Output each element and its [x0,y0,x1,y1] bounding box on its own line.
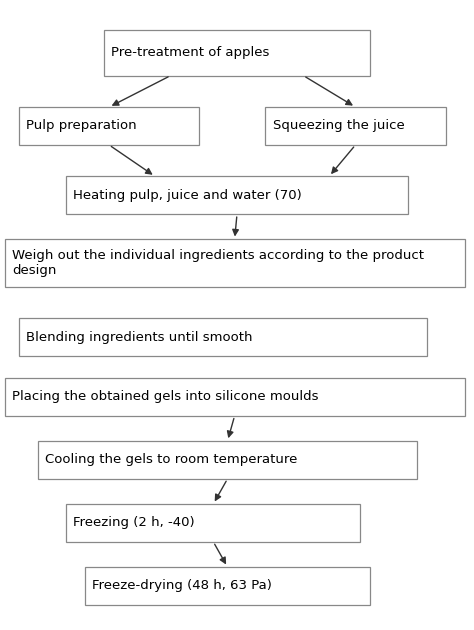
FancyBboxPatch shape [66,504,360,542]
FancyBboxPatch shape [19,318,427,356]
Text: Freeze-drying (48 h, 63 Pa): Freeze-drying (48 h, 63 Pa) [92,580,272,592]
Text: Pre-treatment of apples: Pre-treatment of apples [111,47,270,59]
FancyBboxPatch shape [85,567,370,605]
Text: Pulp preparation: Pulp preparation [26,120,137,132]
FancyBboxPatch shape [265,107,446,145]
FancyBboxPatch shape [66,176,408,214]
Text: Heating pulp, juice and water (70): Heating pulp, juice and water (70) [73,189,302,202]
FancyBboxPatch shape [5,378,465,416]
Text: Weigh out the individual ingredients according to the product
design: Weigh out the individual ingredients acc… [12,249,424,277]
Text: Placing the obtained gels into silicone moulds: Placing the obtained gels into silicone … [12,391,319,403]
Text: Blending ingredients until smooth: Blending ingredients until smooth [26,331,253,343]
Text: Freezing (2 h, -40): Freezing (2 h, -40) [73,517,195,529]
FancyBboxPatch shape [104,30,370,76]
Text: Cooling the gels to room temperature: Cooling the gels to room temperature [45,454,297,466]
FancyBboxPatch shape [19,107,199,145]
FancyBboxPatch shape [38,441,417,479]
Text: Squeezing the juice: Squeezing the juice [273,120,404,132]
FancyBboxPatch shape [5,239,465,287]
